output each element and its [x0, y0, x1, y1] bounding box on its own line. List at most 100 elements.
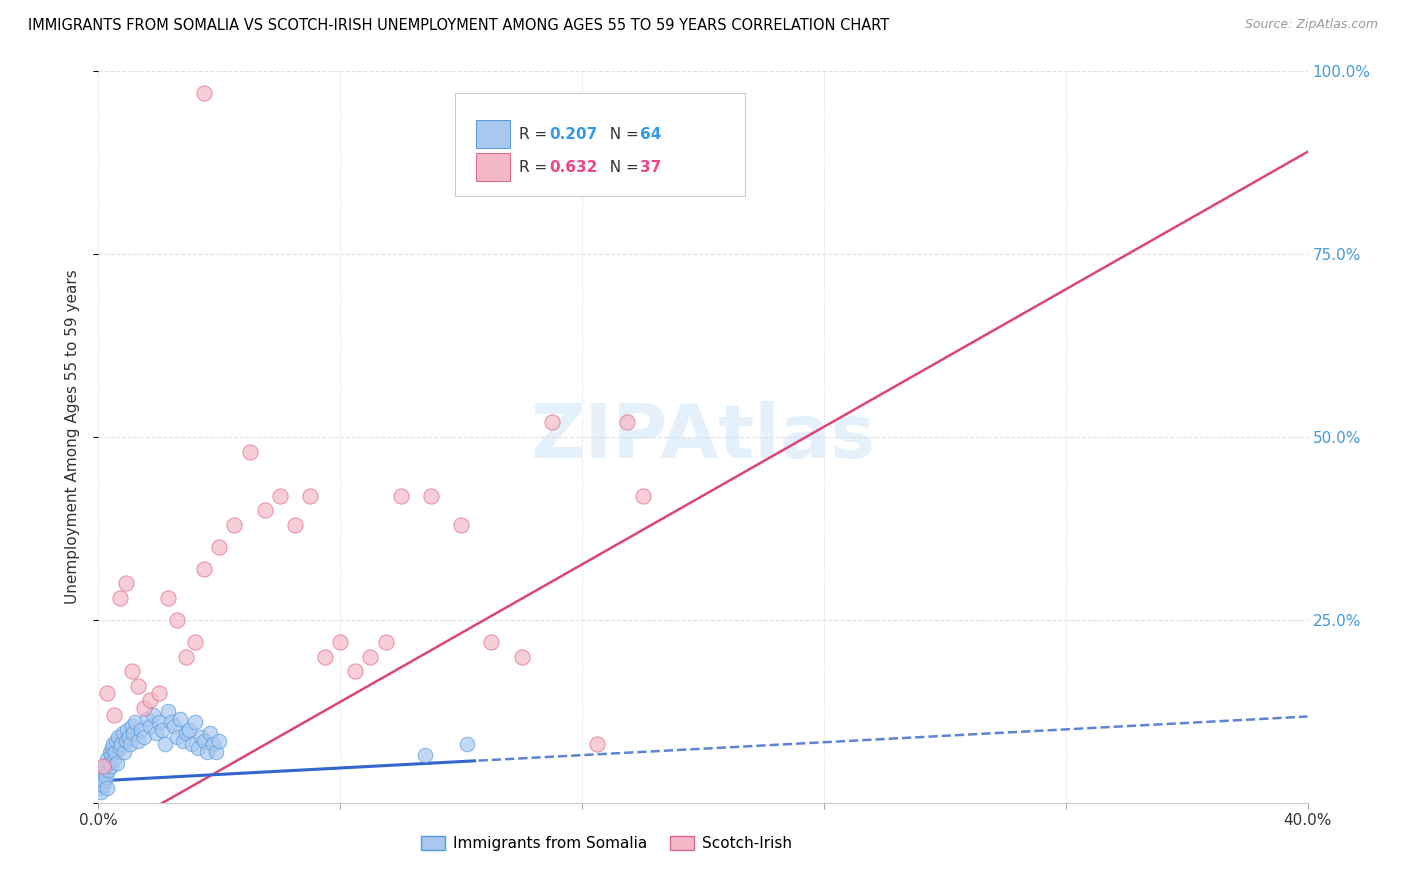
Text: R =: R = [519, 160, 553, 175]
Point [127, 679, 149, 693]
Point [114, 576, 136, 591]
Point [208, 540, 231, 554]
Point [135, 712, 157, 726]
Point [239, 444, 262, 458]
Point [586, 737, 609, 751]
Point [616, 416, 638, 430]
Point [208, 733, 231, 747]
Point [184, 715, 207, 730]
Point [360, 649, 382, 664]
Point [108, 740, 131, 755]
Point [98, 756, 121, 770]
Point [121, 664, 143, 678]
Point [344, 664, 367, 678]
Point [389, 489, 412, 503]
Text: 0.207: 0.207 [550, 127, 598, 142]
Point [481, 635, 503, 649]
Point [145, 726, 167, 740]
Point [181, 737, 204, 751]
Point [193, 87, 215, 101]
Text: N =: N = [600, 160, 644, 175]
Point [93, 763, 115, 777]
Point [132, 730, 155, 744]
Point [100, 748, 122, 763]
Point [174, 726, 197, 740]
Point [120, 737, 142, 751]
Point [187, 740, 209, 755]
Point [112, 745, 135, 759]
Point [314, 649, 336, 664]
Point [169, 712, 191, 726]
Point [195, 745, 218, 759]
Point [94, 759, 117, 773]
Point [111, 726, 134, 740]
Point [96, 781, 118, 796]
Point [96, 686, 118, 700]
Point [101, 737, 124, 751]
Text: ZIPAtlas: ZIPAtlas [530, 401, 876, 474]
Legend: Immigrants from Somalia, Scotch-Irish: Immigrants from Somalia, Scotch-Irish [415, 830, 799, 857]
Point [94, 770, 117, 784]
Point [329, 635, 352, 649]
Text: 37: 37 [640, 160, 661, 175]
Text: Source: ZipAtlas.com: Source: ZipAtlas.com [1244, 18, 1378, 31]
Point [193, 733, 215, 747]
Point [100, 759, 122, 773]
Point [450, 517, 472, 532]
Point [107, 730, 129, 744]
Point [115, 723, 138, 737]
Point [104, 733, 127, 747]
Point [148, 686, 170, 700]
Point [510, 649, 533, 664]
Point [269, 489, 291, 503]
Point [202, 737, 225, 751]
Point [190, 730, 212, 744]
Point [101, 740, 124, 755]
FancyBboxPatch shape [456, 94, 745, 195]
Point [118, 730, 141, 744]
Point [150, 723, 173, 737]
Point [374, 635, 396, 649]
Point [413, 748, 436, 763]
Point [98, 745, 121, 759]
Point [89, 781, 111, 796]
Point [205, 745, 228, 759]
Point [90, 770, 112, 784]
Point [122, 726, 145, 740]
Point [108, 591, 131, 605]
Point [174, 649, 197, 664]
Point [184, 635, 207, 649]
Text: N =: N = [600, 127, 644, 142]
Point [93, 773, 115, 788]
Text: 64: 64 [640, 127, 661, 142]
Point [139, 693, 162, 707]
Point [172, 733, 194, 747]
Point [96, 752, 118, 766]
Point [132, 700, 155, 714]
Point [253, 503, 276, 517]
Point [110, 737, 132, 751]
Point [420, 489, 443, 503]
Point [160, 715, 183, 730]
Point [90, 785, 112, 799]
FancyBboxPatch shape [475, 153, 509, 181]
Text: 0.632: 0.632 [550, 160, 598, 175]
Point [540, 416, 562, 430]
Point [139, 719, 162, 733]
Point [179, 723, 201, 737]
Point [166, 613, 188, 627]
Text: R =: R = [519, 127, 553, 142]
Point [127, 733, 149, 747]
Point [224, 517, 246, 532]
Point [142, 708, 165, 723]
FancyBboxPatch shape [475, 120, 509, 148]
Point [153, 737, 176, 751]
Point [91, 766, 114, 780]
Point [156, 705, 179, 719]
Text: IMMIGRANTS FROM SOMALIA VS SCOTCH-IRISH UNEMPLOYMENT AMONG AGES 55 TO 59 YEARS C: IMMIGRANTS FROM SOMALIA VS SCOTCH-IRISH … [28, 18, 890, 33]
Point [91, 778, 114, 792]
Point [299, 489, 322, 503]
Point [114, 733, 136, 747]
Y-axis label: Unemployment Among Ages 55 to 59 years: Unemployment Among Ages 55 to 59 years [65, 269, 80, 605]
Point [103, 752, 125, 766]
